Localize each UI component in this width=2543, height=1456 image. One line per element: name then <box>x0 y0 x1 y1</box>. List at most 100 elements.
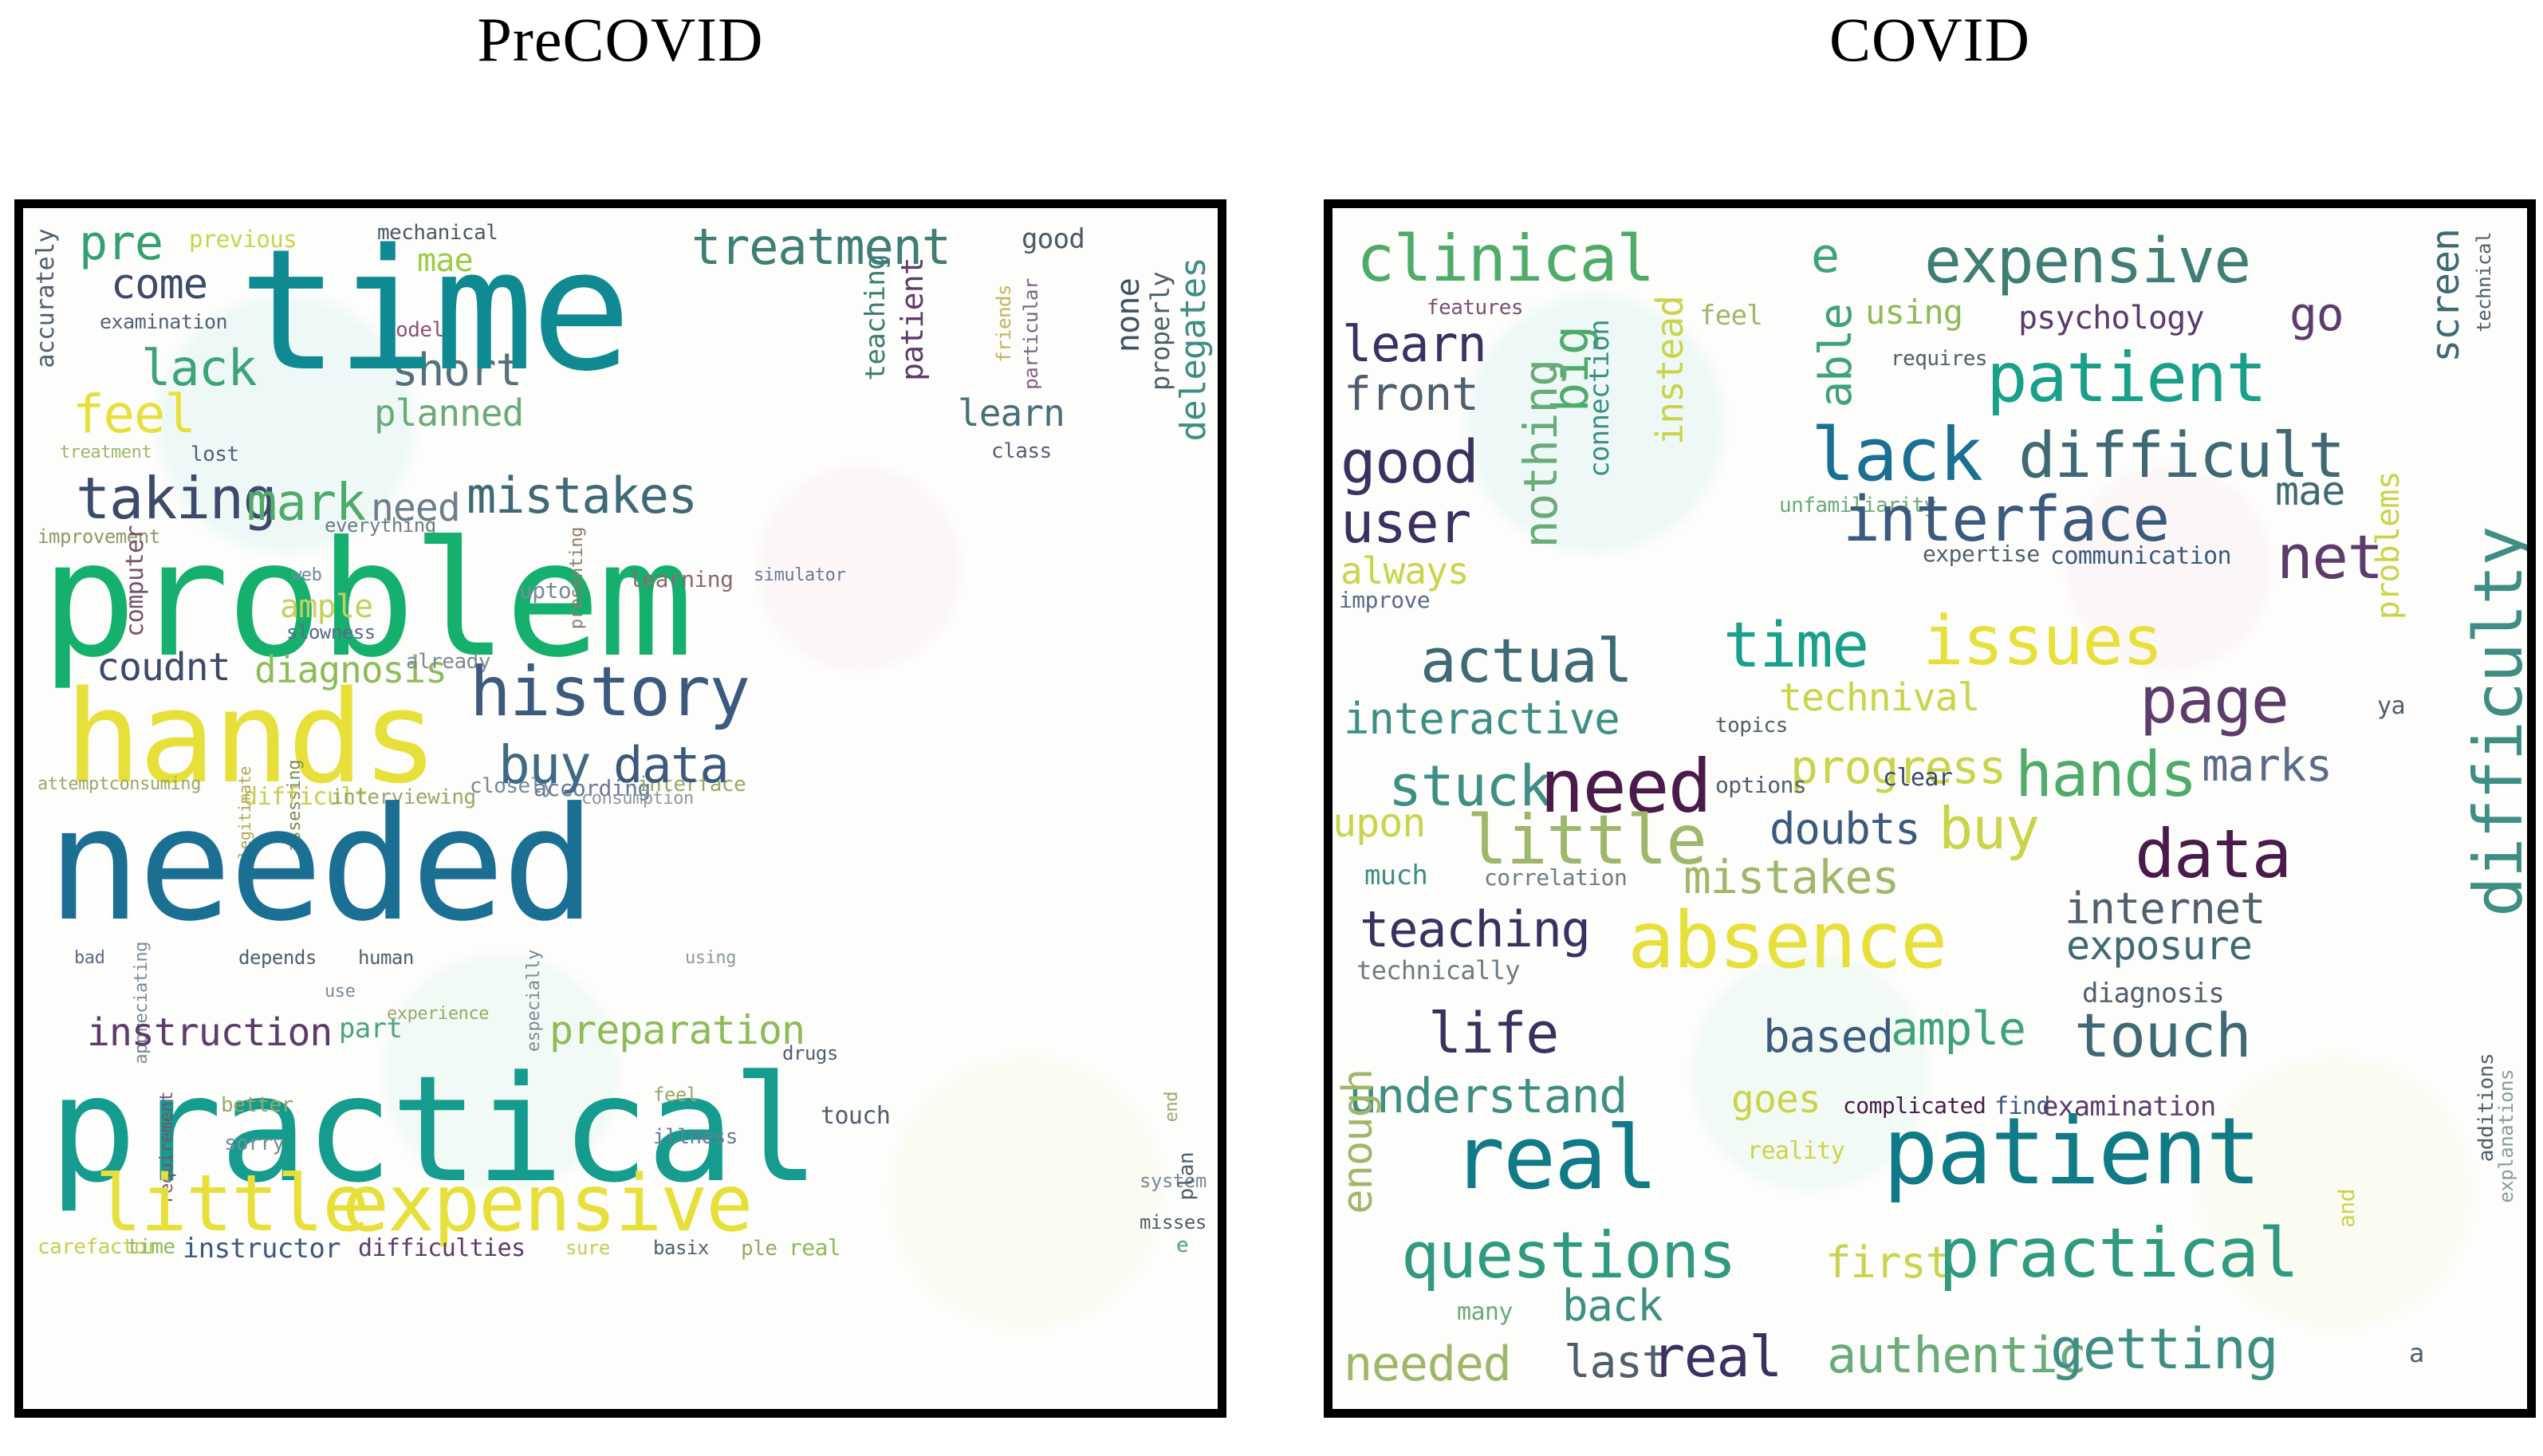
wordcloud-word: carefactor <box>37 1235 159 1259</box>
wordcloud-word: learning <box>629 566 734 592</box>
wordcloud-word: psychology <box>2018 300 2205 336</box>
wordcloud-word: plan <box>1175 1152 1199 1201</box>
wordcloud-word: examination <box>2042 1091 2216 1123</box>
wordcloud-word: net <box>2277 521 2384 592</box>
wordcloud-word: teaching <box>860 254 892 381</box>
wordcloud-word: practical <box>1939 1214 2299 1293</box>
wordcloud-panel-precovid: accurately pre previous mechanical mae treatm… <box>14 199 1226 1418</box>
wordcloud-word: requires <box>1891 347 1988 371</box>
wordcloud-word: lost <box>191 443 239 466</box>
wordcloud-word: screen <box>2423 229 2468 363</box>
wordcloud-word: enough <box>1334 1069 1382 1214</box>
wordcloud-word: much <box>1364 860 1428 891</box>
wordcloud-word: history <box>470 652 750 732</box>
wordcloud-word: treatment <box>60 443 152 462</box>
wordcloud-word: model <box>384 318 444 342</box>
wordcloud-word: absence <box>1628 895 1947 986</box>
wordcloud-word: ple <box>741 1237 777 1261</box>
wordcloud-word: page <box>2140 663 2289 738</box>
wordcloud-word: teaching <box>1360 900 1591 958</box>
wordcloud-word: learn <box>958 392 1065 435</box>
wordcloud-word: needed <box>47 774 596 956</box>
wordcloud-word: problem <box>41 507 694 693</box>
wordcloud-word: mechanical <box>377 221 498 245</box>
wordcloud-word: mae <box>417 242 474 279</box>
wordcloud-word: user <box>1340 490 1471 556</box>
wordcloud-word: and <box>2333 1189 2360 1228</box>
wordcloud-word: needed <box>1344 1336 1512 1392</box>
wordcloud-word: patient <box>1986 338 2267 418</box>
wordcloud-word: better <box>221 1093 293 1117</box>
wordcloud-word: hands <box>2015 739 2198 811</box>
wordcloud-word: human <box>358 946 414 969</box>
wordcloud-word: coudnt <box>96 645 231 690</box>
wordcloud-word: taking <box>76 465 278 532</box>
wordcloud-word: need <box>371 486 461 530</box>
wordcloud-word: based <box>1763 1011 1894 1063</box>
wordcloud-panel-covid: clinical features e expensive screen technica… <box>1324 199 2536 1418</box>
wordcloud-word: exposure <box>2066 923 2253 969</box>
wordcloud-word: presenting <box>567 527 587 630</box>
wordcloud-word: preparation <box>549 1007 805 1053</box>
wordcloud-word: simulator <box>754 565 846 585</box>
wordcloud-word: drugs <box>782 1042 838 1064</box>
wordcloud-word: feel <box>73 384 196 445</box>
wordcloud-word: many <box>1457 1298 1513 1326</box>
wordcloud-word: issues <box>1923 601 2163 681</box>
wordcloud-word: basix <box>653 1237 709 1259</box>
wordcloud-word: diagnosis <box>254 648 447 691</box>
wordcloud-word: bad <box>74 948 105 968</box>
wordcloud-word: getting <box>2050 1316 2279 1382</box>
wordcloud-word: a <box>2409 1338 2424 1368</box>
wordcloud-word: treatment <box>691 218 951 276</box>
wordcloud-word: clinical <box>1356 222 1655 296</box>
wordcloud-word: real <box>1452 1107 1658 1209</box>
wordcloud-word: using <box>685 948 737 968</box>
wordcloud-word: upon <box>1333 800 1426 846</box>
wordcloud-word: interface <box>1843 484 2170 556</box>
wordcloud-word: expertise <box>1923 541 2040 567</box>
wordcloud-word: short <box>392 344 522 396</box>
wordcloud-frame-precovid: accurately pre previous mechanical mae treatm… <box>14 199 1226 1418</box>
panel-title-covid: COVID <box>1829 5 2030 74</box>
wordcloud-word: difficult <box>2018 420 2345 492</box>
wordcloud-word: time <box>238 213 632 408</box>
wordcloud-word: complicated <box>1843 1092 1986 1119</box>
wordcloud-word: topics <box>1715 714 1788 738</box>
wordcloud-word: unfamiliarity <box>1779 494 1936 517</box>
wordcloud-word: system <box>1140 1170 1207 1192</box>
wordcloud-word: time <box>127 1235 175 1259</box>
wordcloud-word: sorry <box>224 1131 285 1155</box>
wordcloud-word: use <box>325 982 356 1001</box>
wordcloud-word: authentic <box>1827 1326 2087 1384</box>
wordcloud-word: instruction <box>87 1010 333 1055</box>
wordcloud-word: already <box>406 650 490 674</box>
wordcloud-word: friends <box>993 285 1015 363</box>
wordcloud-word: explanations <box>2495 1069 2517 1203</box>
wordcloud-word: understand <box>1348 1068 1628 1124</box>
wordcloud-word: data <box>2135 815 2292 893</box>
wordcloud-word: illness <box>653 1125 738 1149</box>
wordcloud-word: previous <box>189 226 297 253</box>
wordcloud-word: expensive <box>342 1159 753 1249</box>
wordcloud-word: technical <box>2473 232 2495 333</box>
wordcloud-word: connection <box>1584 320 1616 478</box>
wordcloud-word: additions <box>2474 1053 2498 1163</box>
wordcloud-word: patient <box>1883 1098 2262 1206</box>
wordcloud-word: internet <box>2065 883 2266 934</box>
wordcloud-word: especially <box>524 950 544 1053</box>
wordcloud-word: class <box>991 439 1052 463</box>
wordcloud-word: feel <box>1699 300 1763 332</box>
wordcloud-word: ample <box>1891 1001 2026 1056</box>
wordcloud-word: real <box>789 1234 841 1261</box>
wordcloud-word: interactive <box>1344 694 1620 744</box>
wordcloud-word: time <box>1723 610 1869 682</box>
wordcloud-word: technival <box>1779 675 1980 720</box>
wordcloud-word: progress <box>1790 740 2006 794</box>
wordcloud-word: patient <box>895 258 930 381</box>
wordcloud-word: options <box>1715 772 1807 798</box>
wordcloud-word: e <box>1811 228 1840 284</box>
wordcloud-word: nothing <box>1514 360 1568 549</box>
wordcloud-word: planned <box>374 392 524 435</box>
wordcloud-word: web <box>291 565 322 585</box>
